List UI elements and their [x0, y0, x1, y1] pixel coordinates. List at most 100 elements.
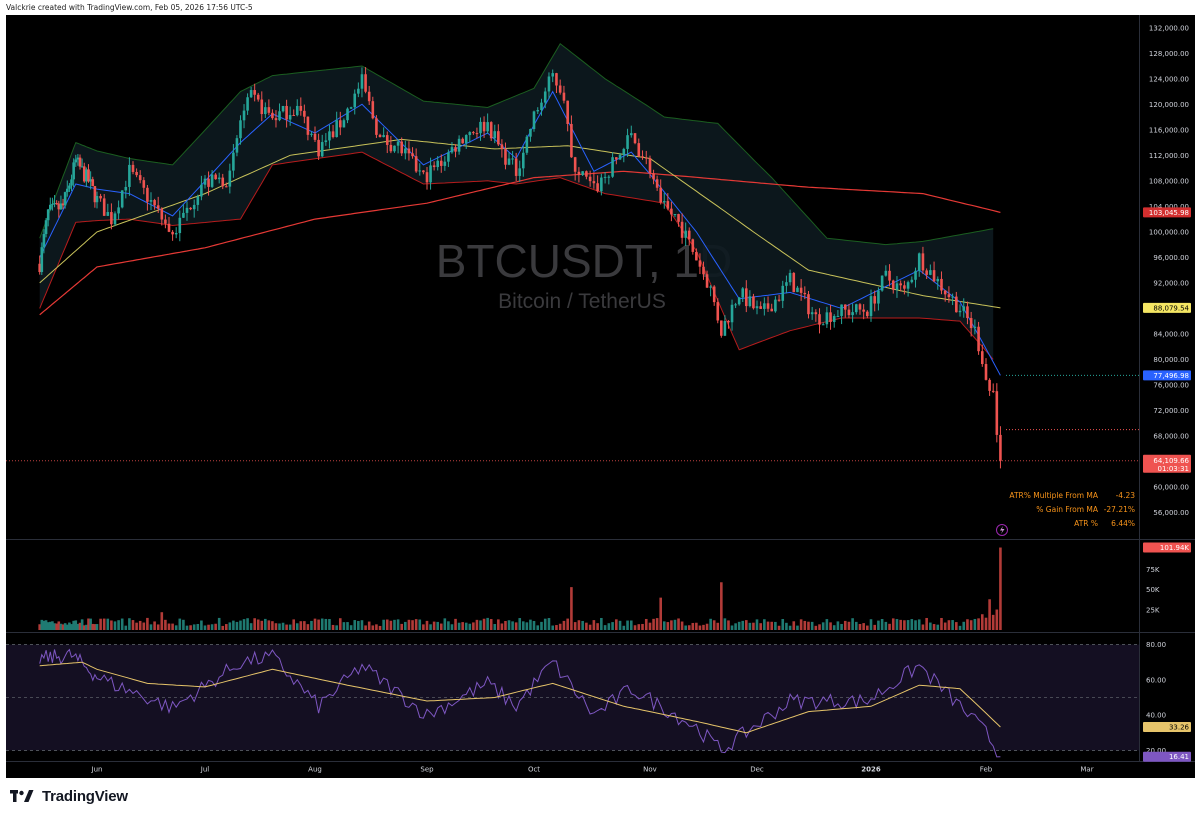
volume-bar	[504, 620, 507, 630]
volume-bar	[360, 620, 364, 630]
volume-bar	[299, 621, 303, 630]
volume-bar	[807, 621, 810, 630]
volume-bar	[615, 619, 618, 630]
candle-body	[59, 203, 63, 210]
tradingview-brand[interactable]: TradingView	[10, 786, 128, 806]
volume-bar	[497, 619, 500, 630]
chart-frame[interactable]: BTCUSDT, 1D Bitcoin / TetherUS 56,000.00 60…	[6, 15, 1195, 778]
volume-bar	[253, 618, 256, 630]
candle-body	[659, 187, 662, 203]
candle-body	[532, 111, 536, 130]
volume-bar	[40, 619, 44, 630]
candle-body	[102, 198, 106, 216]
candle-body	[256, 94, 260, 100]
volume-bar	[866, 625, 869, 630]
candle-body	[655, 179, 659, 188]
candle-body	[921, 253, 925, 271]
candle-body	[393, 145, 396, 152]
volume-bar	[120, 618, 124, 630]
candle-body	[464, 135, 468, 144]
volume-bar	[246, 618, 249, 630]
candle-body	[317, 139, 320, 157]
stats-value: 6.44%	[1111, 519, 1135, 528]
price-tick-label: 124,000.00	[1149, 75, 1189, 83]
volume-bar	[87, 618, 90, 630]
volume-bar	[317, 619, 320, 630]
candle-body	[880, 275, 884, 291]
chart-canvas[interactable]: BTCUSDT, 1D Bitcoin / TetherUS 56,000.00 60…	[6, 15, 1195, 778]
volume-bar	[829, 622, 832, 630]
candle-body	[588, 176, 592, 182]
price-tick-label: 60,000.00	[1153, 483, 1189, 491]
time-tick-label: Dec	[750, 766, 764, 774]
volume-bar	[482, 618, 486, 630]
candle-body	[573, 157, 577, 172]
candle-body	[936, 278, 940, 282]
volume-bar	[899, 619, 902, 630]
candle-body	[214, 174, 217, 180]
candle-body	[153, 200, 156, 206]
candle-body	[558, 85, 562, 93]
candle-body	[331, 131, 335, 138]
candle-body	[48, 204, 52, 210]
price-tick-label: 96,000.00	[1153, 254, 1189, 262]
candle-body	[404, 148, 407, 154]
volume-bar	[135, 622, 138, 630]
candle-body	[810, 312, 814, 315]
watermark-symbol: BTCUSDT, 1D	[436, 235, 732, 287]
time-tick-label: 2026	[861, 766, 881, 774]
volume-bar	[570, 587, 573, 630]
volume-bar	[940, 617, 943, 630]
candle-body	[178, 217, 182, 234]
candle-body	[644, 157, 648, 159]
volume-bar	[914, 620, 917, 630]
volume-bar	[393, 619, 396, 630]
candle-body	[803, 292, 807, 295]
rsi-ma-line	[39, 661, 1001, 734]
candle-body	[76, 157, 80, 160]
candle-body	[766, 303, 770, 309]
volume-bar	[777, 625, 781, 630]
candle-body	[925, 270, 928, 275]
volume-bar	[507, 620, 511, 630]
candle-body	[295, 105, 299, 116]
candle-body	[253, 90, 256, 95]
volume-bar	[759, 623, 762, 630]
candle-body	[55, 203, 58, 205]
volume-bar	[63, 623, 67, 630]
candle-body	[763, 303, 766, 309]
volume-bar	[72, 620, 75, 630]
volume-bar	[232, 620, 235, 630]
volume-bar	[785, 622, 788, 630]
volume-bar	[532, 620, 536, 630]
volume-bar	[999, 547, 1002, 630]
volume-bar	[242, 619, 246, 630]
candle-body	[135, 171, 138, 176]
volume-bar	[288, 624, 292, 630]
candle-body	[378, 134, 382, 138]
volume-bar	[349, 625, 353, 630]
candle-body	[78, 157, 82, 167]
volume-bar	[106, 618, 110, 630]
volume-tick-label: 75K	[1146, 566, 1160, 574]
volume-bar	[799, 619, 803, 630]
candle-body	[977, 326, 980, 352]
candle-body	[858, 304, 862, 310]
volume-bar	[306, 624, 310, 630]
volume-bar	[70, 624, 73, 630]
candle-body	[980, 351, 984, 365]
volume-bar	[659, 597, 662, 630]
volume-bar	[748, 622, 752, 630]
volume-bar	[980, 614, 984, 630]
candle-body	[525, 136, 529, 153]
volume-bar	[644, 618, 648, 630]
candle-body	[228, 170, 232, 187]
volume-bar	[655, 618, 659, 630]
candle-body	[932, 270, 936, 282]
volume-bar	[973, 618, 977, 630]
volume-bar	[89, 618, 92, 630]
volume-bar	[925, 617, 928, 630]
candle-body	[847, 309, 851, 316]
candle-body	[425, 172, 429, 183]
candle-body	[825, 312, 829, 325]
